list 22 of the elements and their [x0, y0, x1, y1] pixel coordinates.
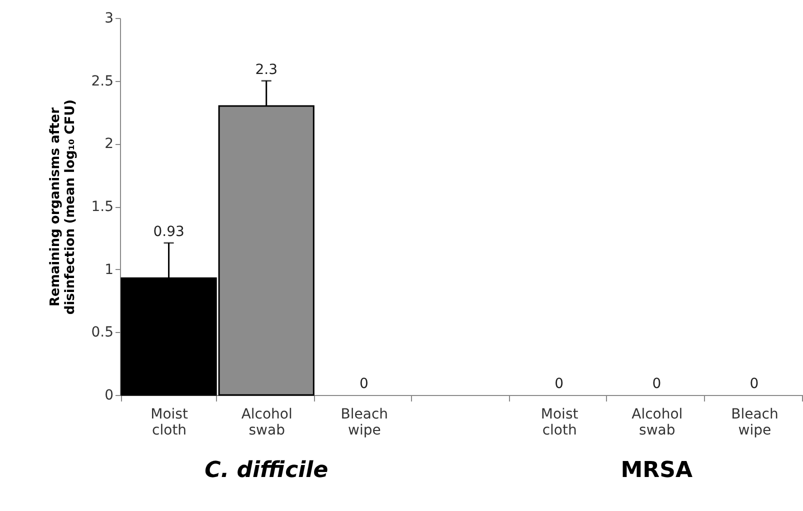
x-tick-label: Moist cloth: [150, 406, 188, 438]
data-label: 0: [359, 376, 368, 392]
x-tick-label: Moist cloth: [540, 406, 579, 438]
y-tick-label: 1.5: [91, 199, 114, 215]
x-tick-label: Bleach wipe: [340, 406, 388, 438]
x-tick-label: Alcohol swab: [241, 406, 292, 438]
data-label: 0: [750, 376, 759, 392]
y-axis-title: Remaining organisms after disinfection (mean log₁₀ CFU): [48, 99, 78, 315]
y-tick-label: 2: [104, 136, 114, 152]
y-tick-label: 2.5: [91, 73, 114, 90]
data-label: 2.3: [255, 62, 278, 78]
data-label: 0: [554, 376, 564, 392]
y-tick-label: 3: [104, 10, 114, 26]
y-tick-label: 0.5: [91, 324, 114, 341]
data-label: 0.93: [153, 224, 184, 240]
x-tick-label: Alcohol swab: [632, 406, 683, 438]
text: C. difficile: [204, 458, 328, 483]
x-tick-label: Bleach wipe: [731, 406, 778, 438]
data-label: 0: [652, 376, 662, 392]
y-tick-label: 0: [104, 388, 114, 404]
y-tick-label: 1: [104, 262, 114, 278]
text: MRSA: [620, 458, 692, 483]
